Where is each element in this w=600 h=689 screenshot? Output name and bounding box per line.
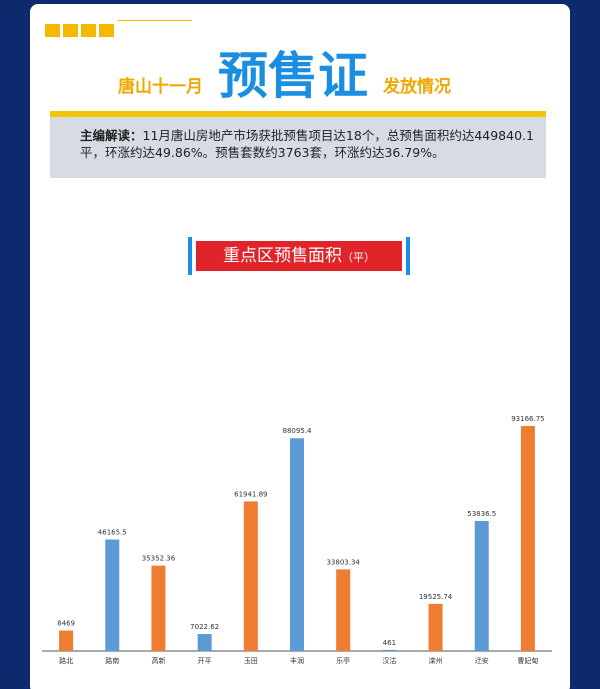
summary-bar: [50, 111, 546, 117]
bar: [520, 426, 535, 651]
x-tick-label: 乐亭: [336, 656, 350, 665]
x-tick-label: 玉田: [244, 657, 258, 665]
summary-label: 主编解读：: [80, 128, 143, 143]
bar: [474, 520, 489, 651]
x-tick-label: 高新: [151, 656, 165, 665]
title-main: 预售证: [218, 47, 368, 105]
value-label: 8469: [57, 620, 75, 628]
chart-title-box: 重点区预售面积（平）: [188, 237, 410, 275]
value-label: 61941.89: [234, 490, 267, 498]
value-label: 35352.36: [142, 555, 176, 563]
bar: [243, 501, 258, 651]
value-label: 33803.34: [326, 558, 360, 566]
bar: [428, 603, 443, 651]
x-tick-label: 开平: [198, 657, 212, 665]
bar: [105, 539, 120, 651]
summary-text: 11月唐山房地产市场获批预售项目达18个，总预售面积约达449840.1平，环涨…: [80, 128, 534, 160]
value-label: 461: [383, 639, 396, 647]
bar: [151, 565, 166, 651]
x-tick-label: 路南: [105, 656, 119, 665]
bar: [382, 649, 397, 651]
bar: [59, 630, 74, 651]
x-tick-label: 丰润: [290, 656, 304, 665]
bar: [290, 438, 304, 651]
value-label: 46165.5: [98, 529, 127, 537]
chart-title: 重点区预售面积: [223, 246, 342, 266]
x-tick-label: 曹妃甸: [517, 656, 538, 665]
x-tick-label: 汉沽: [382, 656, 396, 665]
x-tick-label: 滦州: [429, 656, 443, 665]
x-tick-label: 路北: [59, 656, 73, 665]
bar: [197, 634, 212, 651]
deco-squares: [45, 22, 114, 41]
deco-line: [118, 20, 192, 21]
title-prefix: 唐山十一月: [118, 77, 203, 97]
title-suffix: 发放情况: [383, 77, 451, 97]
value-label: 19525.74: [419, 593, 453, 601]
value-label: 7022.62: [190, 623, 219, 631]
bar: [336, 569, 351, 651]
value-label: 93166.75: [511, 415, 544, 423]
chart-unit: （平）: [342, 251, 375, 264]
x-tick-label: 迁安: [475, 656, 489, 665]
value-label: 53836.5: [467, 510, 496, 518]
summary: 主编解读：11月唐山房地产市场获批预售项目达18个，总预售面积约达449840.…: [50, 117, 546, 178]
value-label: 88095.4: [283, 427, 312, 435]
